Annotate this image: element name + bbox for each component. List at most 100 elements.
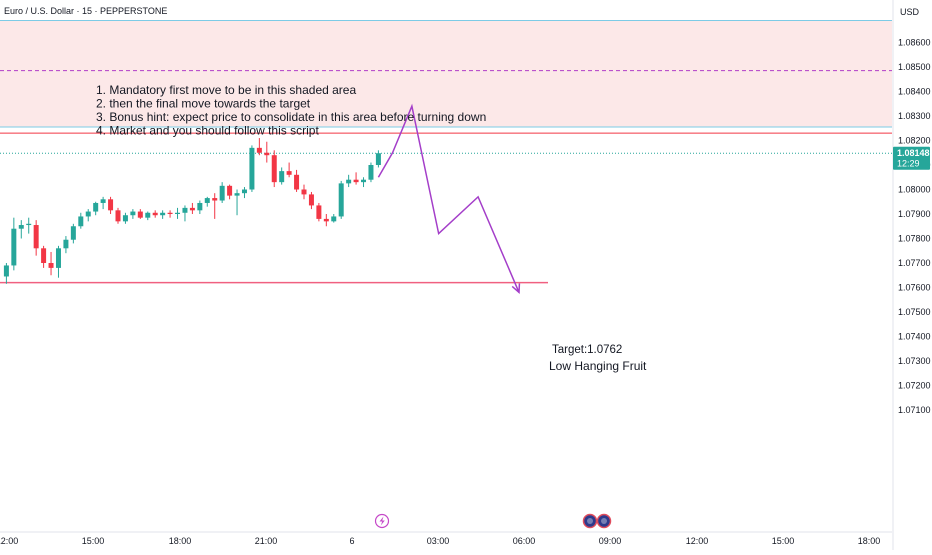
candle-body [189,207,195,211]
candle [130,209,136,219]
price-tick-label: 1.07600 [898,283,931,293]
price-tick-label: 1.08500 [898,62,931,72]
annotation-notes: 1. Mandatory first move to be in this sh… [96,83,486,138]
candle-body [167,212,173,214]
price-tick-label: 1.07700 [898,258,931,268]
time-tick-label: 15:00 [82,536,105,546]
time-tick-label: 09:00 [599,536,622,546]
candle [375,150,381,168]
flag-event-inner [601,518,607,524]
price-tick-label: 1.07500 [898,307,931,317]
price-tick-label: 1.07400 [898,332,931,342]
time-tick-label: 18:00 [858,536,881,546]
flag-event-icon[interactable] [596,513,612,529]
candle-body [204,198,210,203]
time-tick-label: 06:00 [513,536,536,546]
candle [286,162,292,178]
candle-body [286,171,292,175]
price-tick-label: 1.07200 [898,381,931,391]
time-tick-label: 21:00 [255,536,278,546]
candle-body [78,216,84,227]
flag-event-circle[interactable] [596,513,612,529]
candle [122,212,128,224]
flag-event-icon[interactable] [582,513,598,529]
candle [361,177,367,188]
projection-path[interactable] [377,103,520,293]
candle [241,187,247,199]
candle-body [152,212,158,216]
flag-event-circle[interactable] [582,513,598,529]
candle-body [264,152,270,156]
candle [175,207,181,219]
candle [100,196,106,210]
candle-body [55,248,61,268]
candle-body [294,174,300,190]
candle-body [108,199,114,211]
candle-body [301,189,307,195]
candle [197,200,203,214]
current-price-label: 1.08148 [897,148,930,158]
annotation-note: 2. then the final move towards the targe… [96,97,311,111]
candle [108,196,114,214]
candle-body [137,211,143,218]
candle [264,141,270,163]
candle-body [279,171,285,183]
candle-body [212,198,218,201]
candle-body [182,207,188,213]
price-axis-bg [893,0,932,550]
candle-body [256,147,262,153]
annotation-note: 3. Bonus hint: expect price to consolida… [96,110,486,124]
candle-body [33,225,39,249]
candle-body [63,239,69,249]
candle-body [48,263,54,268]
candle-body [70,226,76,240]
candle-body [241,189,247,194]
flag-event-inner [587,518,593,524]
candle-body [338,183,344,217]
candle [316,202,322,222]
candle [279,167,285,185]
time-tick-label: 15:00 [772,536,795,546]
candle [212,193,218,219]
time-tick-label: 03:00 [427,536,450,546]
candle-body [11,228,17,266]
candle-body [331,216,337,222]
time-tick-label: 18:00 [169,536,192,546]
candle-body [227,185,233,196]
candle [271,150,277,188]
price-badge-bg [893,146,930,170]
candle-body [197,202,203,211]
candle-body [234,193,240,196]
price-tick-label: 1.08300 [898,111,931,121]
candle [11,217,17,271]
currency-label: USD [900,7,920,17]
candle [256,138,262,156]
candle-body [271,155,277,183]
candle-body [160,212,166,216]
candle-body [175,212,181,214]
candle [18,220,24,239]
projection-arrowhead [511,283,521,294]
candle [85,209,91,222]
candle-body [26,223,32,226]
price-tick-label: 1.08600 [898,38,931,48]
candle [41,245,47,268]
candle [219,182,225,203]
candle [234,189,240,216]
symbol-title[interactable]: Euro / U.S. Dollar · 15 · PEPPERSTONE [4,6,168,16]
candle [26,217,32,234]
price-tick-label: 1.07800 [898,234,931,244]
time-axis[interactable]: 12:00 15:00 18:00 21:00 6 03:00 06:00 09:00 12:0… [0,531,892,546]
candle-body [3,265,9,277]
time-tick-label: 6 [349,536,354,546]
candle-body [145,212,151,218]
price-axis[interactable]: USD1.086001.085001.084001.083001.082001.… [892,0,932,550]
candle-body [368,165,374,180]
price-tick-label: 1.08400 [898,87,931,97]
lightning-event-icon[interactable] [374,513,390,529]
plot-area[interactable]: 1. Mandatory first move to be in this sh… [0,19,892,529]
candle-body [308,194,314,206]
